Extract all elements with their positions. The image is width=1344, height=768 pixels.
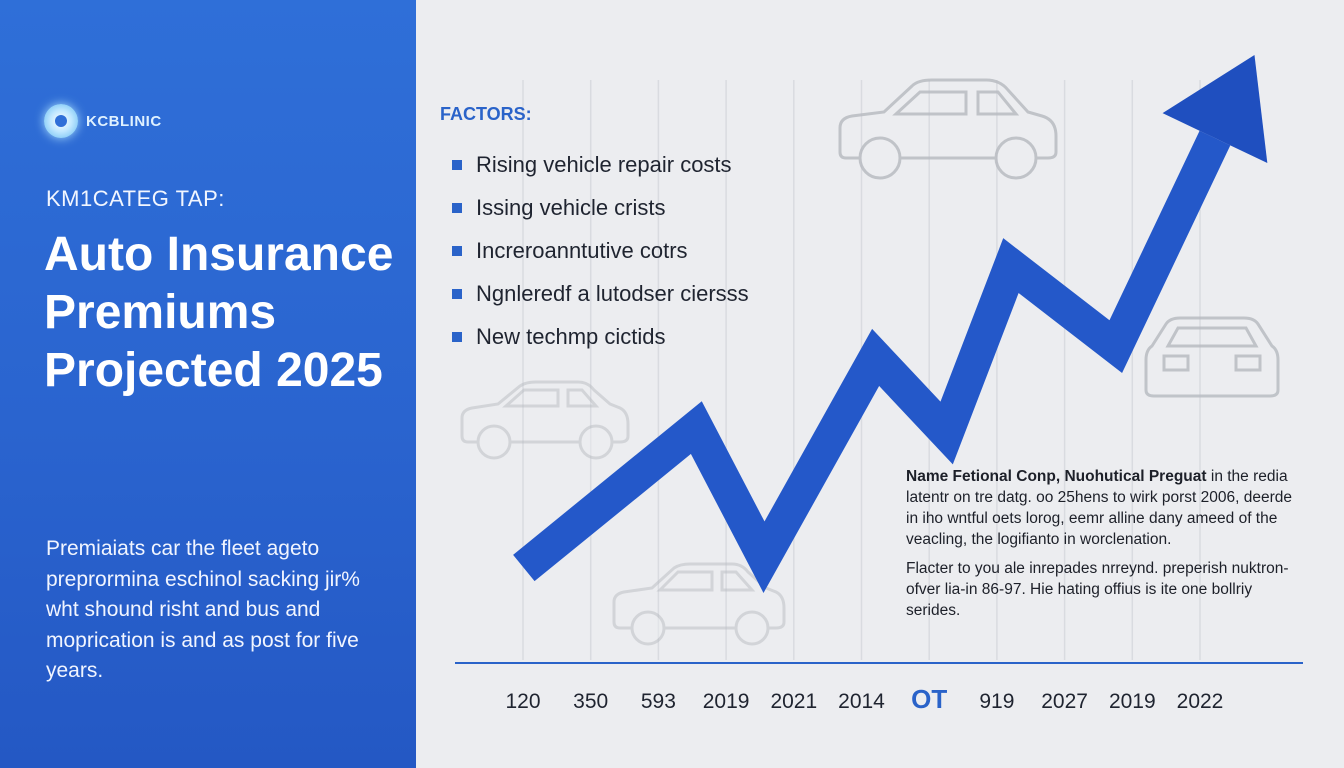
bullet-square-icon xyxy=(452,202,462,213)
bullet-square-icon xyxy=(452,159,462,170)
note-text: in the redia latentr on tre datg. oo 25h… xyxy=(906,468,1293,548)
kicker-label: KM1CATEG TAP: xyxy=(46,186,225,211)
list-item: Ngnleredf a lutodser ciersss xyxy=(452,272,749,315)
note-paragraph: Name Fetional Conp, Nuohutical Preguat i… xyxy=(906,466,1306,550)
factor-label: Issing vehicle crists xyxy=(476,194,666,220)
logo-icon xyxy=(44,104,78,138)
page-title: Auto Insurance Premiums Projected 2025 xyxy=(44,228,394,397)
x-tick-label: OT xyxy=(911,684,947,714)
note-paragraph: Flacter to you ale inrepades nrreynd. pr… xyxy=(906,560,1289,619)
factor-label: New techmp cictids xyxy=(476,323,666,349)
x-tick-label: 2021 xyxy=(770,690,817,713)
x-tick-label: 2022 xyxy=(1177,690,1224,713)
bullet-square-icon xyxy=(452,331,462,342)
car-outline-icon xyxy=(838,78,1058,180)
chart-note: Name Fetional Conp, Nuohutical Preguat i… xyxy=(906,466,1306,629)
factor-label: Rising vehicle repair costs xyxy=(476,151,732,177)
car-outline-icon xyxy=(612,562,786,646)
series-line xyxy=(513,130,1231,593)
x-tick-label: 593 xyxy=(641,690,676,713)
list-item: Issing vehicle crists xyxy=(452,186,749,229)
logo-text: KCBLINIC xyxy=(86,112,162,130)
title-panel: KCBLINIC KM1CATEG TAP: Auto Insurance Pr… xyxy=(0,0,416,768)
x-tick-label: 2019 xyxy=(703,690,750,713)
arrow-head-icon xyxy=(1162,55,1268,163)
x-tick-label: 919 xyxy=(979,690,1014,713)
list-item: New techmp cictids xyxy=(452,315,749,358)
x-tick-label: 2014 xyxy=(838,690,885,713)
factor-label: Increroanntutive cotrs xyxy=(476,237,688,263)
bullet-square-icon xyxy=(452,245,462,256)
intro-paragraph: Premiaiats car the fleet ageto preprormi… xyxy=(46,537,360,682)
brand-logo: KCBLINIC xyxy=(44,104,162,138)
bullet-square-icon xyxy=(452,288,462,299)
x-tick-label: 2027 xyxy=(1041,690,1088,713)
note-heading: Name Fetional Conp, Nuohutical Preguat xyxy=(906,468,1207,485)
car-outline-icon xyxy=(460,380,630,460)
x-tick-label: 350 xyxy=(573,690,608,713)
chart-series xyxy=(513,55,1268,593)
car-outline-icon xyxy=(1144,316,1280,398)
list-item: Rising vehicle repair costs xyxy=(452,143,749,186)
x-tick-label: 2019 xyxy=(1109,690,1156,713)
factors-heading: FACTORS: xyxy=(440,104,532,124)
list-item: Increroanntutive cotrs xyxy=(452,229,749,272)
factors-list: Rising vehicle repair costs Issing vehic… xyxy=(452,143,749,358)
x-tick-label: 120 xyxy=(505,690,540,713)
factor-label: Ngnleredf a lutodser ciersss xyxy=(476,280,749,306)
x-tick-labels: 120 350 593 2019 2021 2014 OT 919 2027 2019 2022 xyxy=(505,684,1223,714)
